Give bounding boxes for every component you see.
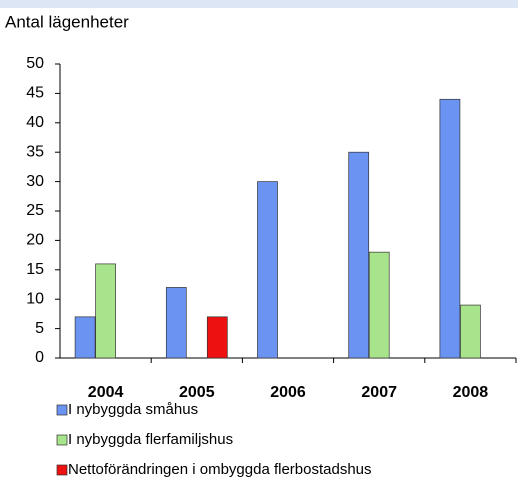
bar bbox=[74, 316, 96, 359]
legend-swatch bbox=[56, 464, 68, 476]
y-tick-label: 15 bbox=[26, 261, 44, 278]
y-tick-label: 40 bbox=[26, 114, 44, 131]
legend-swatch bbox=[56, 404, 68, 416]
y-axis-label: Antal lägenheter bbox=[5, 12, 129, 31]
x-tick-label: 2006 bbox=[270, 384, 306, 401]
y-tick-label: 35 bbox=[26, 143, 44, 160]
y-tick-label: 30 bbox=[26, 173, 44, 190]
legend-label: Nettoförändringen i ombyggda flerbostads… bbox=[68, 461, 372, 478]
y-tick-label: 20 bbox=[26, 232, 44, 249]
bar bbox=[165, 287, 187, 359]
bar bbox=[348, 151, 370, 359]
y-tick-label: 50 bbox=[26, 55, 44, 72]
legend-label: I nybyggda flerfamiljshus bbox=[68, 431, 233, 448]
x-tick-label: 2004 bbox=[88, 384, 124, 401]
legend-swatch bbox=[56, 434, 68, 446]
y-tick-label: 10 bbox=[26, 290, 44, 307]
x-tick-label: 2005 bbox=[179, 384, 215, 401]
header-band bbox=[0, 0, 518, 8]
legend-label: I nybyggda småhus bbox=[68, 401, 198, 418]
bar bbox=[206, 316, 228, 359]
y-tick-label: 25 bbox=[26, 202, 44, 219]
x-tick-label: 2007 bbox=[361, 384, 397, 401]
bar bbox=[368, 251, 390, 359]
bar bbox=[439, 98, 461, 359]
y-tick-label: 0 bbox=[35, 349, 44, 366]
y-tick-label: 45 bbox=[26, 85, 44, 102]
y-tick-label: 5 bbox=[35, 320, 44, 337]
bar bbox=[460, 304, 481, 359]
bar bbox=[95, 263, 116, 359]
bar bbox=[257, 181, 278, 359]
x-tick-label: 2008 bbox=[453, 384, 489, 401]
